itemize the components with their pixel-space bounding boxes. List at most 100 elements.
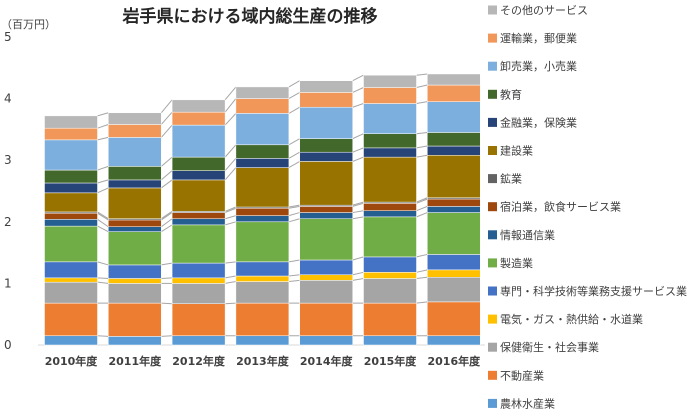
bar-segment-s10-c1: [108, 179, 162, 189]
connector-line-s2-c4: [352, 277, 364, 281]
connector-line-s2-c2: [225, 281, 236, 284]
bar-segment-s7-c0: [44, 212, 98, 220]
bar-segment-s6-c2: [171, 218, 226, 226]
connector-line-s5-c2: [224, 221, 237, 226]
connector-line-s13-c4: [352, 87, 364, 93]
legend-swatch-9: [488, 146, 497, 155]
y-tick-label-0: 0: [4, 338, 12, 352]
connector-line-s12-c0: [97, 136, 109, 141]
bar-segment-s12-c4: [299, 106, 353, 139]
bar-segment-s0-c4: [299, 335, 353, 346]
legend-item-0: 農林水産業: [488, 396, 555, 410]
connector-line-s5-c3: [288, 218, 300, 223]
bar-segment-s12-c1: [108, 137, 162, 167]
bar-segment-s3-c4: [299, 274, 353, 281]
connector-line-s13-c0: [97, 123, 109, 129]
connector-line-s8-c2: [224, 206, 237, 212]
connector-line-s7-c1: [161, 212, 173, 221]
bar-segment-s10-c0: [44, 182, 98, 194]
connector-line-s12-c3: [288, 106, 300, 114]
connector-line-s8-c1: [161, 210, 173, 220]
bar-segment-s2-c0: [44, 281, 98, 304]
legend-item-5: 製造業: [488, 256, 533, 270]
connector-line-s11-c1: [160, 156, 173, 167]
connector-line-s12-c4: [352, 103, 364, 108]
legend-label-1: 不動産業: [500, 368, 544, 382]
bar-segment-s13-c2: [171, 111, 226, 126]
bar-segment-s10-c2: [171, 170, 226, 181]
bar-segment-s14-c0: [44, 115, 98, 129]
legend-item-7: 宿泊業，飲食サービス業: [488, 200, 621, 214]
bar-segment-s12-c3: [235, 113, 290, 146]
legend: その他のサービス運輸業，郵便業卸売業，小売業教育金融業，保険業建設業鉱業宿泊業，…: [488, 4, 687, 410]
connector-line-s3-c2: [225, 275, 236, 279]
bar-segment-s14-c1: [108, 112, 162, 125]
bar-segment-s14-c3: [235, 86, 290, 99]
connector-line-s5-c5: [416, 212, 428, 218]
connector-line-s10-c4: [352, 147, 364, 153]
bar-segment-s1-c3: [235, 302, 290, 337]
legend-swatch-5: [488, 258, 497, 268]
bar-segment-s12-c6: [427, 101, 481, 133]
bar-segment-s11-c0: [44, 169, 98, 184]
x-tick-label-1: 2011年度: [108, 354, 162, 368]
bar-segment-s14-c2: [171, 99, 226, 113]
bar-segment-s3-c3: [235, 275, 290, 282]
bar-segment-s10-c6: [427, 145, 481, 156]
legend-swatch-6: [488, 230, 497, 240]
bar-segment-s3-c0: [44, 277, 98, 283]
legend-item-12: 卸売業，小売業: [488, 59, 577, 73]
legend-swatch-13: [488, 33, 497, 43]
bar-segment-s7-c3: [235, 207, 290, 216]
connector-line-s2-c0: [97, 281, 109, 284]
connector-line-s14-c2: [224, 86, 237, 101]
connector-line-s9-c5: [416, 154, 428, 158]
bar-segment-s10-c4: [299, 151, 353, 162]
bar-segment-s11-c5: [363, 133, 417, 149]
bar-segment-s9-c4: [299, 161, 353, 206]
bar-stacks: [44, 73, 481, 346]
legend-item-2: 保健衛生・社会事業: [488, 340, 599, 354]
bar-segment-s4-c5: [363, 256, 417, 273]
legend-swatch-8: [488, 174, 497, 184]
connector-line-s0-c1: [161, 335, 173, 337]
bar-segment-s12-c5: [363, 103, 417, 134]
bar-segment-s13-c3: [235, 98, 290, 114]
legend-swatch-10: [488, 117, 497, 127]
bar-segment-s7-c4: [299, 206, 353, 213]
connector-line-s13-c1: [160, 111, 173, 125]
bar-segment-s0-c2: [171, 335, 226, 346]
bar-segment-s9-c1: [108, 187, 162, 219]
legend-swatch-4: [488, 286, 497, 296]
connector-line-s0-c0: [97, 335, 109, 337]
bar-segment-s4-c3: [235, 261, 290, 277]
connector-line-s3-c1: [161, 277, 173, 279]
bar-segment-s7-c6: [427, 198, 481, 207]
bar-segment-s2-c3: [235, 281, 290, 304]
x-tick-label-6: 2016年度: [427, 354, 481, 368]
bar-segment-s10-c5: [363, 147, 417, 158]
bar-segment-s5-c6: [427, 212, 481, 255]
connector-line-s4-c4: [352, 256, 364, 261]
y-tick-label-5: 5: [4, 30, 12, 44]
connector-line-s3-c5: [416, 269, 428, 273]
bar-segment-s11-c6: [427, 132, 481, 147]
y-axis-unit-label: （百万円）: [1, 18, 56, 31]
bar-segment-s5-c2: [171, 224, 226, 264]
legend-item-4: 専門・科学技術等業務支援サービス業: [488, 284, 687, 298]
legend-label-12: 卸売業，小売業: [500, 59, 577, 73]
bar-segment-s2-c5: [363, 278, 417, 304]
connector-line-s8-c5: [416, 197, 428, 203]
bar-segment-s11-c4: [299, 138, 353, 153]
bar-segment-s1-c4: [299, 302, 353, 337]
bar-segment-s13-c5: [363, 87, 417, 104]
legend-label-7: 宿泊業，飲食サービス業: [500, 200, 621, 214]
connector-line-s9-c2: [224, 167, 237, 181]
bar-segment-s14-c4: [299, 80, 353, 93]
bar-segment-s10-c3: [235, 158, 290, 168]
bar-segment-s12-c2: [171, 124, 226, 158]
legend-item-10: 金融業，保険業: [488, 115, 577, 129]
connector-line-s8-c4: [352, 201, 364, 206]
connector-line-s4-c3: [288, 259, 300, 263]
